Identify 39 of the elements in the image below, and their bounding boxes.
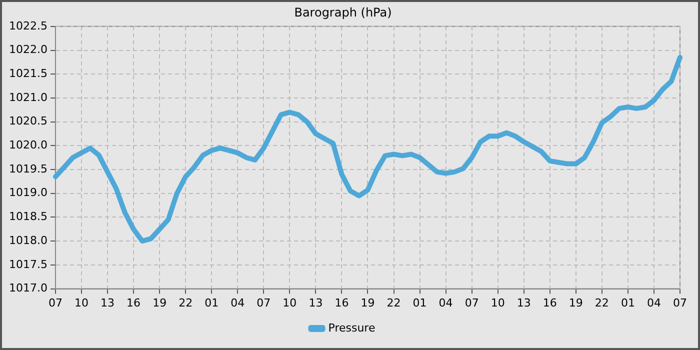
y-tick-label: 1020.5 — [8, 114, 48, 128]
y-tick-label: 1021.5 — [8, 66, 48, 80]
x-tick-label: 01 — [204, 296, 219, 310]
x-tick-label: 22 — [386, 296, 401, 310]
x-tick-label: 19 — [568, 296, 583, 310]
y-tick-label: 1017.5 — [8, 258, 48, 271]
x-tick-label: 04 — [230, 296, 245, 310]
x-tick-label: 07 — [464, 296, 479, 310]
x-tick-label: 01 — [620, 296, 635, 310]
y-tick-label: 1021.0 — [8, 90, 48, 104]
x-tick-label: 10 — [282, 296, 297, 310]
x-tick-label: 16 — [542, 296, 557, 310]
x-tick-label: 19 — [360, 296, 375, 310]
x-tick-label: 07 — [48, 296, 62, 310]
x-tick-label: 07 — [256, 296, 271, 310]
y-tick-label: 1022.0 — [8, 43, 48, 56]
x-tick-label: 10 — [74, 296, 89, 310]
x-tick-label: 04 — [438, 296, 453, 310]
y-tick-label: 1019.0 — [8, 186, 48, 200]
y-tick-label: 1022.5 — [8, 19, 48, 32]
y-tick-label: 1018.0 — [8, 234, 48, 247]
chart-title: Barograph (hPa) — [294, 5, 392, 20]
y-tick-label: 1019.5 — [8, 162, 48, 176]
x-tick-label: 07 — [673, 296, 687, 310]
x-tick-label: 13 — [516, 296, 531, 310]
x-tick-label: 13 — [100, 296, 115, 310]
y-tick-label: 1020.0 — [8, 138, 48, 152]
x-tick-label: 19 — [152, 296, 167, 310]
x-tick-label: 04 — [646, 296, 661, 310]
x-tick-label: 13 — [308, 296, 323, 310]
y-tick-label: 1018.5 — [8, 210, 48, 224]
x-tick-label: 01 — [412, 296, 427, 310]
legend-label: Pressure — [328, 321, 376, 334]
x-tick-label: 10 — [490, 296, 505, 310]
x-tick-label: 22 — [594, 296, 609, 310]
x-tick-label: 16 — [334, 296, 349, 310]
x-tick-label: 16 — [126, 296, 141, 310]
x-tick-label: 22 — [178, 296, 193, 310]
y-tick-label: 1017.0 — [8, 282, 48, 295]
